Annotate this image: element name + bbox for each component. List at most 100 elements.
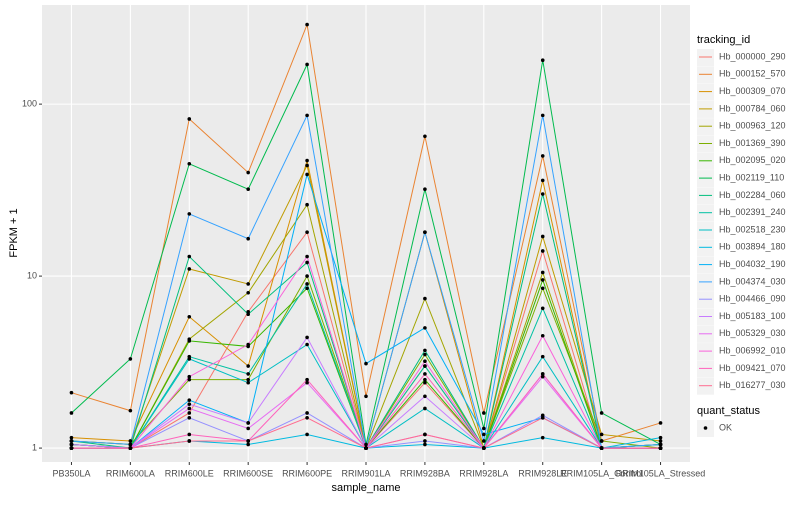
data-point [599, 432, 604, 437]
legend-label: Hb_004032_190 [719, 259, 786, 269]
data-point [540, 306, 545, 311]
data-point [364, 442, 368, 447]
data-point [482, 411, 486, 415]
x-tick-label: RRIM928LE [518, 468, 567, 478]
data-point [540, 435, 545, 440]
data-point [540, 192, 545, 196]
data-point [187, 402, 192, 406]
legend-label: Hb_005329_030 [719, 328, 786, 338]
data-point [305, 113, 309, 118]
data-point [540, 178, 545, 183]
data-point [423, 432, 427, 437]
x-tick-label: RRIM600LA [106, 468, 155, 478]
data-point [423, 230, 427, 234]
data-point [423, 296, 427, 301]
legend-label: Hb_000000_290 [719, 51, 786, 61]
x-tick-label: RRIM105LA_Stressed [616, 468, 706, 478]
data-point [69, 446, 74, 450]
data-point [305, 335, 309, 340]
y-tick-label: 10 [27, 270, 37, 280]
data-point [305, 230, 309, 234]
data-point [305, 411, 309, 415]
data-point [69, 442, 74, 447]
data-point [540, 154, 545, 158]
data-point [305, 22, 309, 27]
data-point [599, 439, 604, 443]
data-point [658, 446, 663, 450]
data-point [305, 202, 309, 207]
data-point [423, 377, 427, 382]
data-point [540, 372, 545, 376]
data-point [246, 312, 250, 317]
legend-label: Hb_002518_230 [719, 224, 786, 234]
data-point [482, 426, 486, 431]
data-point [658, 435, 663, 440]
data-point [128, 357, 133, 361]
data-point [305, 172, 309, 177]
data-point [540, 270, 545, 275]
data-point [305, 274, 309, 278]
legend-label: Hb_003894_180 [719, 242, 786, 252]
data-point [599, 446, 604, 450]
data-point [540, 234, 545, 239]
data-point [540, 113, 545, 118]
x-tick-label: RRIM600PE [282, 468, 332, 478]
legend-point [703, 426, 708, 430]
data-point [246, 442, 250, 447]
data-point [246, 426, 250, 431]
data-point [423, 352, 427, 357]
data-point [423, 442, 427, 447]
data-point [423, 364, 427, 368]
data-point [69, 390, 74, 395]
data-point [128, 446, 133, 450]
y-axis-label: FPKM + 1 [8, 208, 20, 257]
data-point [305, 342, 309, 347]
data-point [187, 377, 192, 382]
data-point [128, 408, 133, 413]
data-point [246, 236, 250, 241]
legend-label: Hb_002284_060 [719, 190, 786, 200]
data-point [187, 439, 192, 443]
x-tick-label: RRIM105LA_Control [560, 468, 643, 478]
data-point [540, 249, 545, 253]
data-point [540, 354, 545, 359]
data-point [305, 62, 309, 67]
data-point [187, 267, 192, 271]
data-point [540, 374, 545, 379]
data-point [246, 421, 250, 425]
data-point [423, 326, 427, 330]
data-point [246, 282, 250, 286]
data-point [482, 439, 486, 443]
x-tick-label: RRIM928BA [400, 468, 450, 478]
data-point [305, 260, 309, 265]
legend-label: Hb_004374_030 [719, 276, 786, 286]
data-point [187, 212, 192, 216]
data-point [423, 359, 427, 364]
data-point [246, 342, 250, 347]
data-point [305, 377, 309, 382]
data-point [305, 282, 309, 286]
data-point [187, 411, 192, 415]
data-point [128, 442, 133, 447]
data-point [305, 415, 309, 420]
legend-label: Hb_004466_090 [719, 294, 786, 304]
data-point [69, 439, 74, 443]
data-point [482, 432, 486, 437]
data-point [187, 357, 192, 361]
data-point [246, 380, 250, 385]
legend-label: OK [719, 422, 732, 432]
data-point [423, 348, 427, 353]
data-point [246, 170, 250, 175]
data-point [423, 380, 427, 385]
x-tick-label: RRIM928LA [459, 468, 508, 478]
legend-label: Hb_000309_070 [719, 86, 786, 96]
legend-label: Hb_006992_010 [719, 345, 786, 355]
data-point [187, 415, 192, 420]
data-point [423, 134, 427, 139]
data-point [246, 439, 250, 443]
data-point [658, 421, 663, 425]
data-point [305, 163, 309, 168]
data-point [246, 364, 250, 368]
data-point [540, 286, 545, 291]
